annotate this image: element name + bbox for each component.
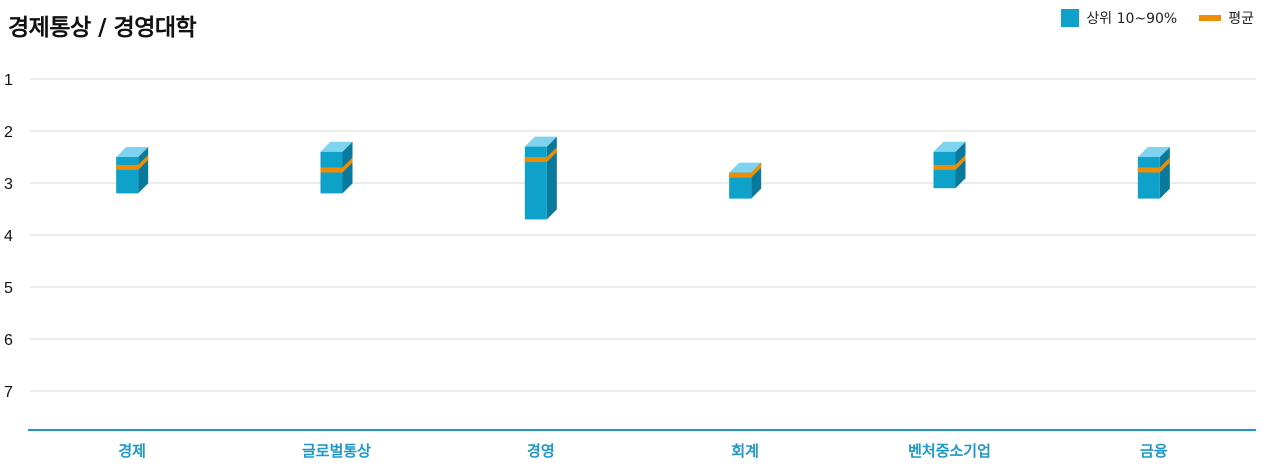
range-bar	[729, 172, 752, 199]
average-marker	[729, 172, 752, 178]
y-tick-label: 2	[4, 124, 13, 141]
average-marker	[116, 164, 139, 170]
y-tick-label: 3	[4, 176, 13, 193]
x-category-label: 경영	[527, 442, 555, 460]
range-bar-top	[1137, 147, 1170, 157]
x-category-label: 벤처중소기업	[908, 442, 991, 460]
average-marker-side	[342, 157, 353, 173]
range-bar	[1137, 157, 1160, 199]
average-marker-side	[1159, 157, 1170, 173]
chart-title: 경제통상 / 경영대학	[8, 15, 197, 41]
range-bar-top	[320, 141, 353, 152]
range-bar	[933, 151, 956, 189]
range-bar-side	[1159, 147, 1170, 199]
range-bar-top	[729, 162, 762, 173]
legend-label-average: 평균	[1228, 11, 1254, 27]
y-tick-label: 6	[4, 332, 13, 349]
range-bar-top	[933, 141, 966, 152]
y-tick-label: 4	[4, 228, 13, 245]
x-category-label: 글로벌통상	[302, 442, 371, 460]
average-marker	[320, 167, 343, 173]
range-bar	[320, 151, 343, 194]
y-tick-label: 1	[4, 72, 13, 89]
y-tick-label: 7	[4, 384, 13, 401]
average-marker-side	[546, 147, 557, 163]
x-category-label: 회계	[731, 442, 759, 460]
x-category-label: 금융	[1140, 442, 1168, 460]
average-marker-side	[955, 154, 966, 170]
range-bar-top	[524, 136, 557, 147]
range-bar-side	[955, 141, 966, 189]
legend-swatch-range	[1061, 9, 1080, 27]
legend-label-range: 상위 10~90%	[1086, 11, 1178, 27]
average-marker-side	[138, 154, 149, 170]
range-bar	[524, 146, 547, 220]
average-marker-side	[751, 162, 762, 178]
x-category-label: 경제	[118, 442, 146, 460]
range-bar-side	[342, 141, 353, 194]
legend-item-average: 평균	[1199, 8, 1254, 28]
average-marker	[1137, 167, 1160, 173]
legend-item-range: 상위 10~90%	[1061, 8, 1177, 28]
average-marker	[524, 157, 547, 163]
y-tick-label: 5	[4, 280, 13, 297]
legend: 상위 10~90% 평균	[1039, 8, 1254, 28]
legend-swatch-average	[1199, 15, 1222, 21]
range-bar	[116, 157, 139, 194]
average-marker	[933, 164, 956, 170]
range-bar-top	[116, 147, 149, 157]
